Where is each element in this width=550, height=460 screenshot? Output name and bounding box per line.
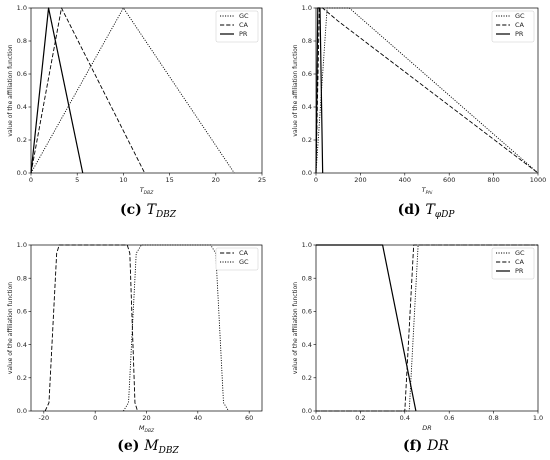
series-line-pr (30, 7, 84, 174)
y-tick-label: 0.8 (302, 37, 312, 45)
x-tick-label: 60 (245, 414, 253, 422)
legend-label: PR (515, 30, 524, 38)
x-axis-label: TPhi (422, 186, 434, 196)
y-tick-label: 1.0 (302, 241, 312, 249)
x-axis-label: MDBZ (139, 424, 155, 434)
legend-label: PR (515, 267, 524, 275)
plot-frame (315, 7, 539, 174)
legend-label: CA (515, 258, 525, 266)
legend-label: GC (515, 249, 525, 257)
plot-frame (30, 7, 263, 174)
x-tick-label: 400 (399, 176, 411, 184)
y-tick-label: 0.6 (17, 70, 27, 78)
panel-caption: (f) DR (403, 438, 449, 454)
panel-caption: (d) TφDP (398, 202, 456, 220)
y-tick-label: 0.0 (17, 407, 27, 415)
y-tick-label: 0.8 (17, 274, 27, 282)
x-tick-label: 20 (212, 176, 220, 184)
x-tick-label: 0.2 (355, 414, 365, 422)
series-line-ca (44, 244, 138, 412)
y-tick-label: 0.0 (302, 407, 312, 415)
legend-label: PR (239, 30, 248, 38)
legend-box (491, 10, 535, 43)
y-tick-label: 0.6 (17, 308, 27, 316)
chart-panel-3: 0.0 0.2 0.4 0.6 0.8 1.0 0.0 0.2 0.4 0.6 0.8 1.0 valu… (292, 241, 543, 454)
y-tick-label: 0.6 (302, 70, 312, 78)
y-tick-label: 0.2 (302, 136, 312, 144)
series-line-ca (315, 7, 539, 174)
y-tick-label: 0.6 (302, 308, 312, 316)
series-line-ca (316, 244, 538, 412)
x-tick-label: 0.6 (444, 414, 454, 422)
y-axis-label: value of the affiliation function (292, 44, 299, 136)
y-tick-label: 0.4 (17, 341, 27, 349)
y-axis-label: value of the affiliation function (7, 44, 14, 136)
x-tick-label: 20 (142, 414, 150, 422)
legend-label: GC (239, 258, 249, 266)
series-line-gc (30, 7, 235, 174)
legend-label: GC (239, 12, 249, 20)
x-tick-label: 600 (443, 176, 455, 184)
chart-panel-1: 0 200 400 600 800 1000 0.0 0.2 0.4 0.6 0.8 1.0 value… (292, 4, 546, 220)
legend-label: CA (239, 21, 249, 29)
x-tick-label: 15 (165, 176, 173, 184)
panel-caption: (e) MDBZ (117, 438, 179, 456)
x-tick-label: 800 (487, 176, 499, 184)
legend-box (215, 10, 259, 43)
y-tick-label: 0.4 (302, 103, 312, 111)
y-axis-label: value of the affiliation function (7, 282, 14, 374)
x-axis-label: DR (422, 424, 432, 432)
legend-box (215, 247, 259, 271)
x-tick-label: 0 (314, 176, 318, 184)
y-tick-label: 1.0 (302, 4, 312, 12)
y-tick-label: 1.0 (17, 241, 27, 249)
x-tick-label: 0.4 (400, 414, 410, 422)
y-tick-label: 0.0 (17, 169, 27, 177)
x-tick-label: 5 (75, 176, 79, 184)
legend-label: CA (239, 249, 249, 257)
y-tick-label: 0.2 (17, 374, 27, 382)
x-tick-label: 200 (354, 176, 366, 184)
y-tick-label: 0.2 (17, 136, 27, 144)
y-tick-label: 0.8 (17, 37, 27, 45)
x-tick-label: -20 (39, 414, 50, 422)
series-line-pr (316, 244, 417, 412)
legend-label: GC (515, 12, 525, 20)
y-axis-label: value of the affiliation function (292, 282, 299, 374)
x-tick-label: 0.8 (488, 414, 498, 422)
legend-box (491, 247, 535, 280)
x-tick-label: 1000 (530, 176, 547, 184)
x-tick-label: 40 (194, 414, 202, 422)
x-tick-label: 0 (93, 414, 97, 422)
x-axis-label: TDBZ (140, 186, 155, 196)
series-line-ca (30, 7, 146, 174)
legend-label: CA (515, 21, 525, 29)
x-tick-label: 0 (29, 176, 33, 184)
y-tick-label: 0.0 (302, 169, 312, 177)
y-tick-label: 1.0 (17, 4, 27, 12)
y-tick-label: 0.8 (302, 274, 312, 282)
y-tick-label: 0.4 (17, 103, 27, 111)
y-tick-label: 0.2 (302, 374, 312, 382)
y-tick-label: 0.4 (302, 341, 312, 349)
x-tick-label: 1.0 (533, 414, 543, 422)
chart-panel-2: -20 0 20 40 60 0.0 0.2 0.4 0.6 0.8 1.0 value of the… (7, 241, 263, 456)
chart-panel-0: 0 5 10 15 20 25 0.0 0.2 0.4 0.6 0.8 1.0 value of the… (7, 4, 266, 220)
x-tick-label: 0.0 (311, 414, 321, 422)
x-tick-label: 10 (119, 176, 127, 184)
series-line-gc (123, 244, 230, 412)
x-tick-label: 25 (258, 176, 266, 184)
panel-caption: (c) TDBZ (120, 202, 177, 220)
series-line-pr (315, 7, 324, 174)
